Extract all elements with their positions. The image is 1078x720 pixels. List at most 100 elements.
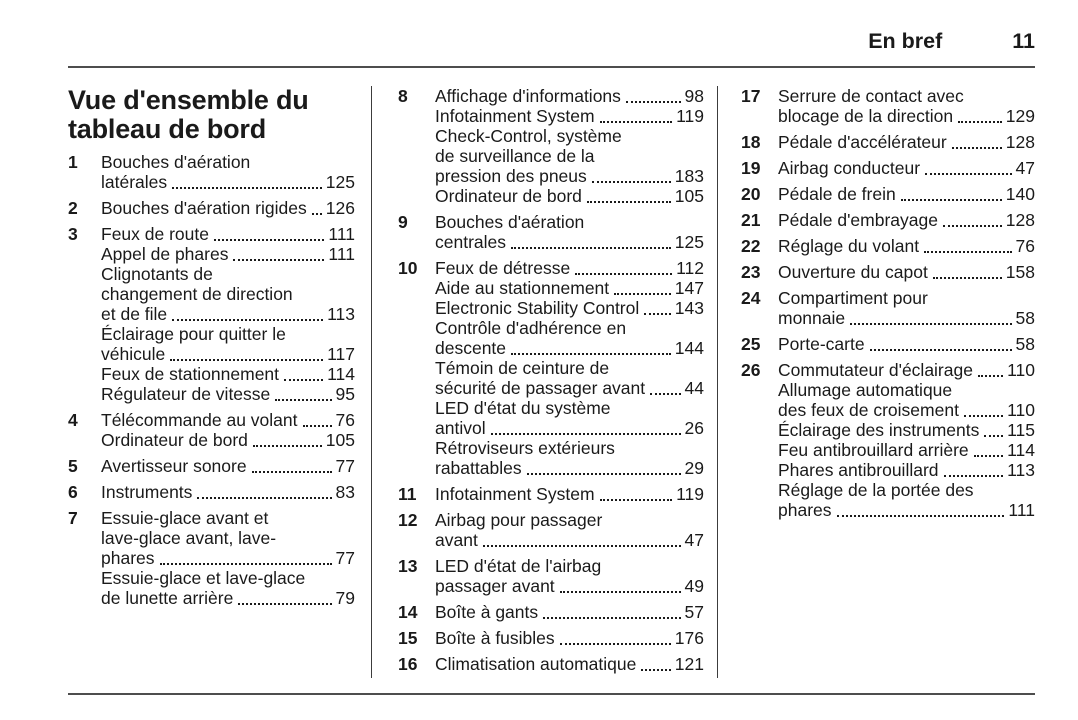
entry-text: Airbag conducteur [778, 158, 921, 178]
toc-entry: Essuie-glace et lave-glace de lunette arr… [101, 568, 355, 608]
entry-group: Boîte à gants 57 [435, 602, 704, 622]
entry-text: Appel de phares [101, 244, 229, 264]
page-number: 11 [1012, 29, 1035, 53]
dot-leader [900, 184, 1002, 201]
entry-ref-line: Ordinateur de bord 105 [101, 430, 355, 450]
entry-page-ref: 57 [684, 602, 704, 622]
dot-leader [275, 384, 332, 401]
toc-item: 24 Compartiment pour monnaie 58 [741, 288, 1035, 328]
entry-ref-line: Télécommande au volant 76 [101, 410, 355, 430]
entry-page-ref: 47 [1015, 158, 1035, 178]
entry-text: de lunette arrière [101, 588, 234, 608]
toc-entry: Ordinateur de bord 105 [101, 430, 355, 450]
entry-ref-line: Ouverture du capot 158 [778, 262, 1035, 282]
entry-group: Réglage du volant 76 [778, 236, 1035, 256]
item-number: 19 [741, 158, 761, 178]
item-list: 1 Bouches d'aération latérales 125 2 Bouches … [68, 152, 355, 608]
toc-entry: Infotainment System 119 [435, 106, 704, 126]
toc-item: 12 Airbag pour passager avant 47 [398, 510, 704, 550]
item-number: 12 [398, 510, 418, 530]
entry-group: Porte-carte 58 [778, 334, 1035, 354]
dot-leader [559, 576, 681, 593]
entry-page-ref: 77 [335, 548, 355, 568]
entry-ref-line: latérales 125 [101, 172, 355, 192]
entry-ref-line: sécurité de passager avant 44 [435, 378, 704, 398]
toc-item: 21 Pédale d'embrayage 128 [741, 210, 1035, 230]
entry-text-line: LED d'état de l'airbag [435, 556, 602, 576]
item-number: 26 [741, 360, 761, 380]
dot-leader [251, 456, 332, 473]
entry-page-ref: 121 [674, 654, 704, 674]
entry-page-ref: 105 [674, 186, 704, 206]
toc-entry: Compartiment pour monnaie 58 [778, 288, 1035, 328]
entry-text-line: Bouches d'aération [101, 152, 251, 172]
item-number: 2 [68, 198, 78, 218]
entry-ref-line: Feux de stationnement 114 [101, 364, 355, 384]
dot-leader [252, 430, 322, 447]
entry-text-line: de surveillance de la [435, 146, 595, 166]
entry-group: Feux de route 111 Appel de phares 111 Cligno… [101, 224, 355, 404]
entry-text: Climatisation automatique [435, 654, 637, 674]
toc-entry: Pédale de frein 140 [778, 184, 1035, 204]
dot-leader [932, 262, 1002, 279]
entry-text: Avertisseur sonore [101, 456, 247, 476]
entry-group: Airbag pour passager avant 47 [435, 510, 704, 550]
toc-entry: Bouches d'aération latérales 125 [101, 152, 355, 192]
item-number: 4 [68, 410, 78, 430]
entry-text: Phares antibrouillard [778, 460, 939, 480]
toc-entry: Ordinateur de bord 105 [435, 186, 704, 206]
entry-text: Feux de route [101, 224, 209, 244]
section-title: En bref [868, 29, 943, 53]
item-number: 14 [398, 602, 418, 622]
entry-text-line: LED d'état du système [435, 398, 611, 418]
entry-group: Pédale d'accélérateur 128 [778, 132, 1035, 152]
entry-ref-line: Bouches d'aération rigides 126 [101, 198, 355, 218]
entry-page-ref: 126 [325, 198, 355, 218]
dot-leader [526, 458, 681, 475]
entry-text-line: Rétroviseurs extérieurs [435, 438, 615, 458]
dot-leader [942, 210, 1002, 227]
dot-leader [172, 304, 324, 321]
dot-leader [925, 158, 1012, 175]
dot-leader [575, 258, 673, 275]
entry-page-ref: 105 [325, 430, 355, 450]
entry-page-ref: 98 [684, 86, 704, 106]
entry-text: et de file [101, 304, 168, 324]
entry-text-line: Check-Control, système [435, 126, 622, 146]
entry-ref-line: pression des pneus 183 [435, 166, 704, 186]
entry-page-ref: 49 [684, 576, 704, 596]
toc-entry: Infotainment System 119 [435, 484, 704, 504]
page-header: En bref 11 [68, 0, 1035, 54]
entry-ref-line: de lunette arrière 79 [101, 588, 355, 608]
entry-text: Infotainment System [435, 106, 595, 126]
dot-leader [614, 278, 671, 295]
entry-page-ref: 47 [684, 530, 704, 550]
entry-text: Feu antibrouillard arrière [778, 440, 969, 460]
toc-entry: Allumage automatique des feux de croiseme… [778, 380, 1035, 420]
toc-item: 2 Bouches d'aération rigides 126 [68, 198, 355, 218]
entry-ref-line: Feu antibrouillard arrière 114 [778, 440, 1035, 460]
toc-entry: Réglage de la portée des phares 111 [778, 480, 1035, 520]
dot-leader [586, 186, 671, 203]
toc-entry: Climatisation automatique 121 [435, 654, 704, 674]
item-number: 11 [398, 484, 417, 504]
entry-ref-line: Commutateur d'éclairage 110 [778, 360, 1035, 380]
entry-page-ref: 158 [1005, 262, 1035, 282]
entry-text: Pédale de frein [778, 184, 896, 204]
dot-leader [650, 378, 681, 395]
toc-entry: Phares antibrouillard 113 [778, 460, 1035, 480]
item-number: 23 [741, 262, 761, 282]
entry-text-line: Allumage automatique [778, 380, 953, 400]
item-number: 17 [741, 86, 761, 106]
entry-text-line: Airbag pour passager [435, 510, 603, 530]
toc-item: 23 Ouverture du capot 158 [741, 262, 1035, 282]
item-number: 25 [741, 334, 761, 354]
entry-ref-line: Phares antibrouillard 113 [778, 460, 1035, 480]
dot-leader [511, 232, 671, 249]
dot-leader [984, 420, 1004, 437]
dot-leader [511, 338, 671, 355]
toc-item: 11 Infotainment System 119 [398, 484, 704, 504]
entry-ref-line: centrales 125 [435, 232, 704, 252]
toc-entry: Éclairage pour quitter le véhicule 117 [101, 324, 355, 364]
